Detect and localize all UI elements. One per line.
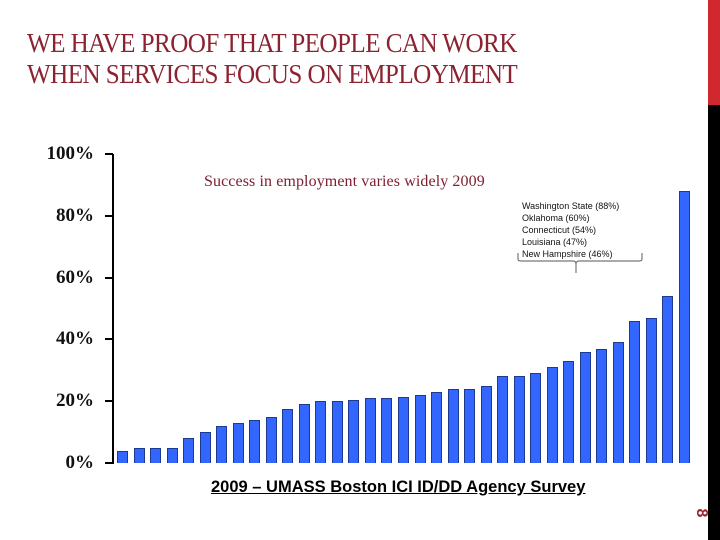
y-tick-mark (105, 338, 113, 341)
bar (232, 422, 244, 463)
bar (530, 373, 542, 463)
y-tick-label: 40% (56, 328, 94, 350)
annotation-line: Washington State (88%) (522, 201, 620, 211)
chart-title: Success in employment varies widely 2009 (204, 173, 485, 190)
page-number: 8 (693, 508, 710, 518)
y-tick-mark (105, 462, 113, 464)
accent-bar-black (708, 105, 720, 540)
y-tick-mark (105, 214, 113, 217)
bar (612, 342, 624, 463)
y-tick-label: 20% (56, 390, 94, 412)
bar (414, 395, 426, 463)
bar (579, 351, 591, 463)
bar (546, 367, 558, 463)
bar (563, 361, 575, 463)
y-tick-mark (105, 400, 113, 403)
annotation-line: Connecticut (54%) (522, 225, 597, 235)
bar (480, 385, 492, 463)
annotation-line: New Hampshire (46%) (522, 249, 613, 259)
slide-title-line-2: WHEN SERVICES FOCUS ON EMPLOYMENT (27, 59, 518, 89)
accent-bar-red (708, 0, 720, 105)
bar (364, 398, 376, 463)
bar (497, 376, 509, 463)
slide-title-line-1: WE HAVE PROOF THAT PEOPLE CAN WORK (27, 28, 517, 58)
annotation-line: Oklahoma (60%) (522, 213, 590, 223)
bar (596, 348, 608, 463)
bar (464, 388, 476, 463)
bar (513, 376, 525, 463)
y-tick-mark (105, 153, 113, 155)
bar (447, 388, 459, 463)
bar (133, 447, 145, 463)
bar (265, 416, 277, 463)
bar (645, 317, 657, 463)
bar (216, 425, 228, 463)
bar (117, 450, 128, 463)
y-tick-label: 60% (56, 266, 94, 288)
bar (282, 408, 294, 463)
bar (298, 404, 310, 463)
bar (249, 419, 261, 463)
bar (199, 432, 211, 463)
bar (331, 401, 343, 463)
bar (348, 399, 360, 463)
annotation-line: Louisiana (47%) (522, 237, 588, 247)
top-states-annotation: Washington State (88%) Oklahoma (60%) Co… (522, 200, 662, 260)
chart-source-note: 2009 – UMASS Boston ICI ID/DD Agency Sur… (211, 478, 586, 496)
y-tick-label: 80% (56, 204, 94, 226)
bar (662, 296, 674, 463)
bar (381, 398, 393, 463)
bar (629, 320, 641, 463)
bar (166, 447, 178, 463)
bar (679, 191, 691, 463)
curly-brace-icon (517, 253, 643, 273)
bar (183, 438, 195, 463)
y-axis-line (112, 154, 114, 464)
y-tick-label: 0% (65, 452, 95, 473)
bar (398, 396, 409, 463)
y-tick-mark (105, 276, 113, 279)
y-tick-label: 100% (46, 143, 95, 164)
bar (315, 401, 327, 463)
slide-title: WE HAVE PROOF THAT PEOPLE CAN WORK WHEN … (27, 28, 641, 90)
bar (431, 391, 443, 463)
bar (150, 447, 162, 463)
